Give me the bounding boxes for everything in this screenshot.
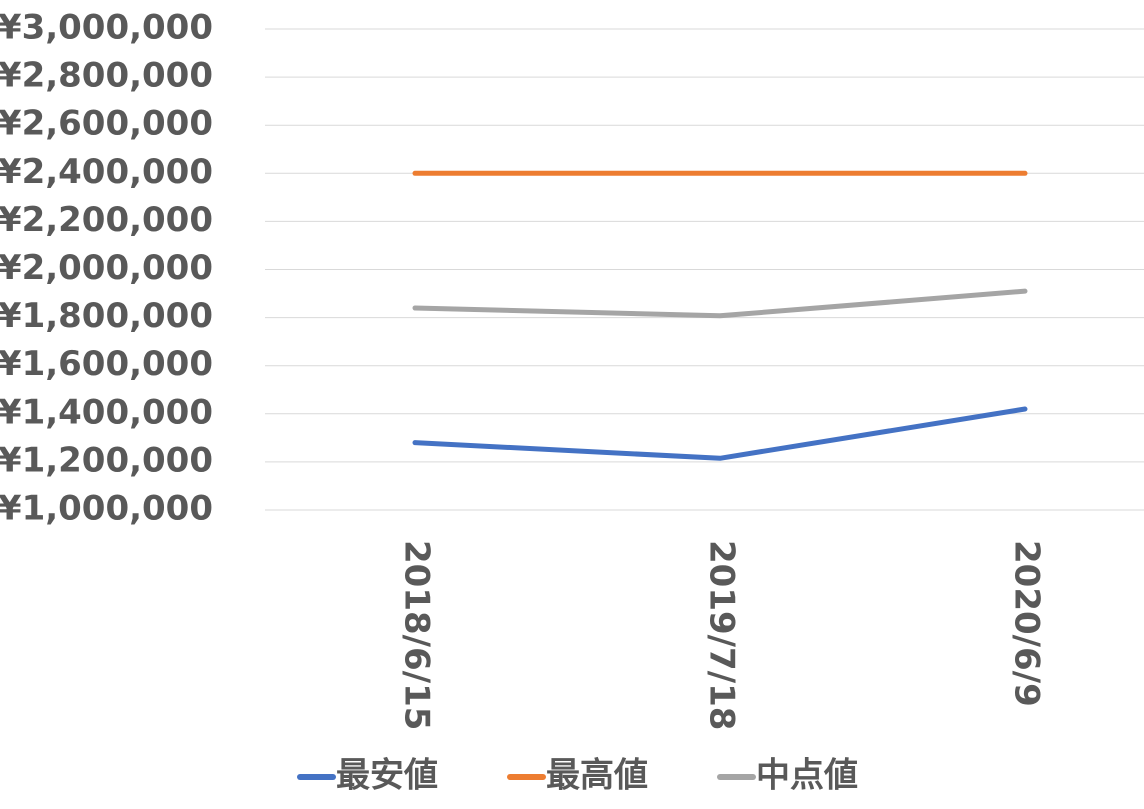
x-tick-label: 2019/7/18 xyxy=(702,540,742,730)
legend-label: 最安値 xyxy=(336,756,438,796)
series-line xyxy=(412,406,1028,461)
y-tick-label: ¥1,800,000 xyxy=(0,296,213,336)
x-tick-label: 2020/6/9 xyxy=(1007,540,1047,707)
y-tick-label: ¥2,800,000 xyxy=(0,56,213,96)
y-tick-label: ¥1,200,000 xyxy=(0,440,213,480)
y-tick-label: ¥2,200,000 xyxy=(0,200,213,240)
y-tick-label: ¥1,600,000 xyxy=(0,344,213,384)
y-tick-label: ¥1,000,000 xyxy=(0,489,213,529)
legend-label: 中点値 xyxy=(756,756,858,796)
y-tick-label: ¥3,000,000 xyxy=(0,8,213,48)
legend-label: 最高値 xyxy=(546,756,648,796)
series-line xyxy=(412,288,1028,319)
y-tick-label: ¥2,600,000 xyxy=(0,104,213,144)
y-tick-label: ¥2,400,000 xyxy=(0,152,213,192)
x-tick-label: 2018/6/15 xyxy=(397,540,437,730)
y-tick-label: ¥2,000,000 xyxy=(0,248,213,288)
y-tick-label: ¥1,400,000 xyxy=(0,392,213,432)
